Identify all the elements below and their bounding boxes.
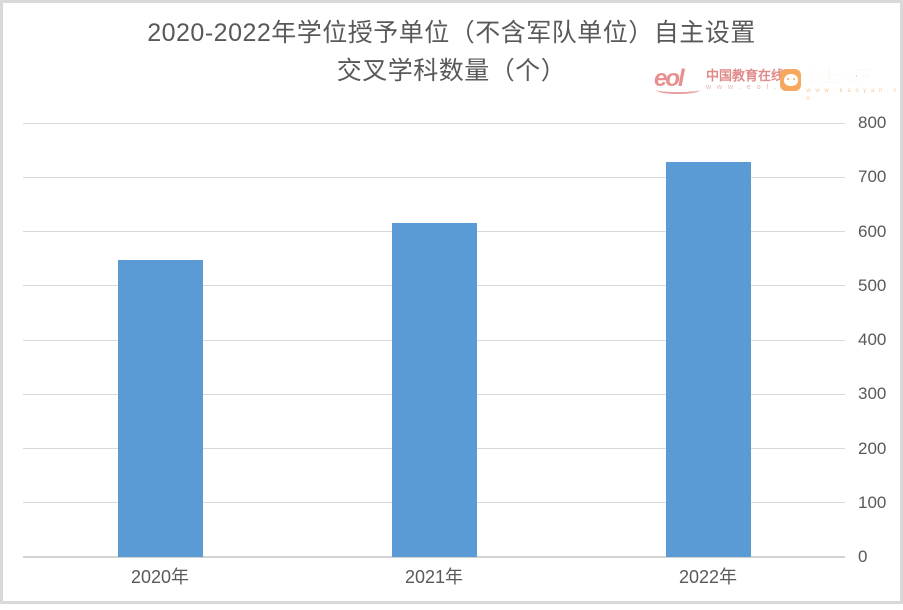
kaoyan-face-eye-right (793, 78, 795, 80)
kaoyan-text-block: 掌上考研 w w w . k a o y a n . c n (806, 69, 903, 103)
gridline-700 (23, 176, 845, 178)
eol-mark-icon: eol (654, 67, 700, 94)
x-axis-line (23, 556, 845, 558)
eol-logo: eol 中国教育在线 w w w . e o l . c n (654, 67, 797, 94)
eol-url: w w w . e o l . c n (706, 84, 798, 91)
bar-2022年 (665, 162, 751, 557)
y-axis-label-600: 600 (858, 221, 887, 241)
kaoyan-face-icon (784, 74, 798, 86)
kaoyan-url: w w w . k a o y a n . c n (806, 88, 898, 102)
chart-title-line-2: 交叉学科数量（个） (336, 57, 567, 85)
gridline-800 (23, 122, 845, 124)
kaoyan-app-icon (780, 69, 802, 91)
kaoyan-face-eye-left (787, 78, 789, 80)
y-axis-label-800: 800 (858, 113, 887, 132)
y-axis-label-200: 200 (858, 438, 887, 458)
eol-text-block: 中国教育在线 w w w . e o l . c n (706, 68, 797, 92)
y-axis-label-400: 400 (858, 330, 887, 349)
y-axis-label-700: 700 (858, 167, 887, 187)
chart-title-line-1: 2020-2022年学位授予单位（不含军队单位）自主设置 (147, 19, 756, 47)
eol-swoosh-icon (656, 86, 700, 94)
kaoyan-name: 掌上考研 (806, 69, 871, 87)
bar-2020年 (117, 260, 203, 557)
eol-name: 中国教育在线 (706, 68, 785, 83)
bar-2021年 (391, 222, 477, 557)
y-axis-label-500: 500 (858, 275, 887, 295)
x-axis-label-2021年: 2021年 (404, 567, 464, 587)
chart-title: 2020-2022年学位授予单位（不含军队单位）自主设置 交叉学科数量（个） (0, 14, 903, 90)
y-axis-label-0: 0 (858, 547, 868, 566)
y-axis-label-100: 100 (858, 492, 887, 512)
x-axis-label-2020年: 2020年 (130, 567, 190, 587)
y-axis-label-300: 300 (858, 384, 887, 404)
x-axis-label-2022年: 2022年 (678, 567, 738, 587)
kaoyan-logo: 掌上考研 w w w . k a o y a n . c n (780, 69, 903, 103)
